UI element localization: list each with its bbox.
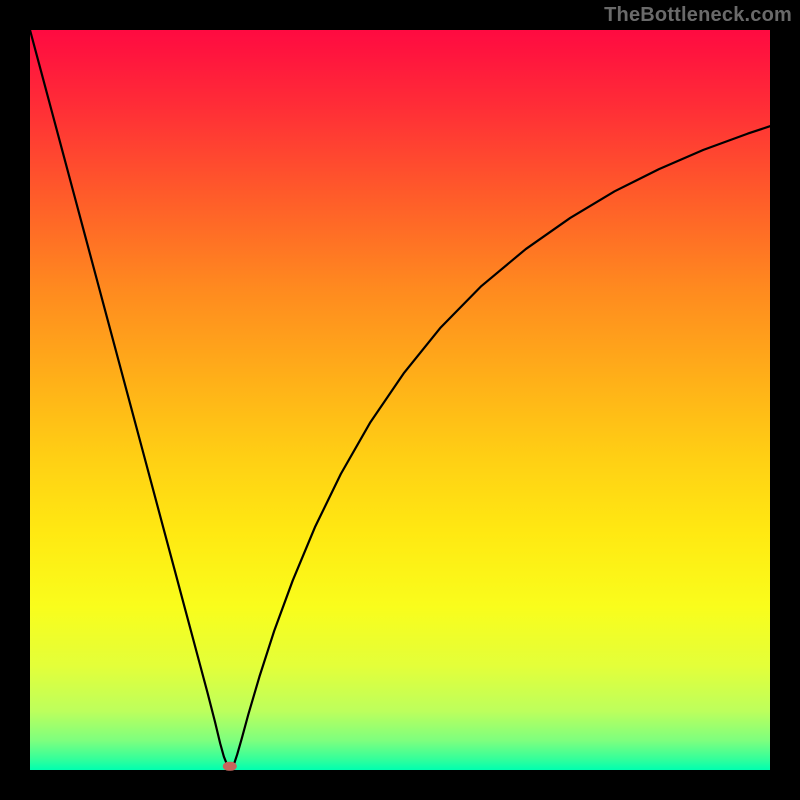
chart-container: TheBottleneck.com	[0, 0, 800, 800]
optimal-point-marker	[223, 762, 237, 771]
watermark-text: TheBottleneck.com	[604, 4, 792, 27]
plot-background	[30, 30, 770, 770]
bottleneck-chart	[0, 0, 800, 800]
